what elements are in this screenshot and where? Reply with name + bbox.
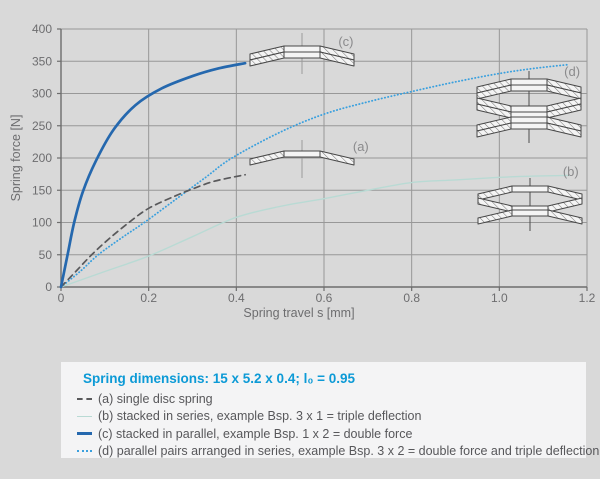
curve-annotation-2: (d) [564, 64, 580, 79]
y-tick-label: 300 [32, 87, 52, 101]
y-tick-label: 200 [32, 151, 52, 165]
legend-item-label: (c) stacked in parallel, example Bsp. 1 … [98, 426, 413, 441]
x-tick-label: 1.2 [579, 291, 596, 305]
legend-item-label: (a) single disc spring [98, 391, 213, 406]
legend-item-label: (d) parallel pairs arranged in series, e… [98, 444, 600, 459]
stack-a-single-disc [249, 140, 355, 178]
curves [59, 61, 571, 289]
legend-marker-c-icon [77, 432, 92, 436]
x-tick-label: 0.6 [316, 291, 333, 305]
legend-marker-b-icon [77, 415, 92, 417]
legend-item-d: (d) parallel pairs arranged in series, e… [77, 443, 599, 461]
legend-item-label: (b) stacked in series, example Bsp. 3 x … [98, 409, 422, 424]
x-tick-label: 0.4 [228, 291, 245, 305]
x-tick-label: 0.2 [140, 291, 157, 305]
y-tick-label: 250 [32, 119, 52, 133]
x-tick-label: 0 [58, 291, 65, 305]
y-tick-label: 400 [32, 22, 52, 36]
legend-items: (a) single disc spring (b) stacked in ser… [77, 390, 599, 461]
stack-c-parallel-pair [249, 33, 355, 74]
legend-item-a: (a) single disc spring [77, 390, 578, 408]
x-tick-label: 0.8 [403, 291, 420, 305]
curve-a [60, 173, 246, 288]
curve-annotation-1: (a) [353, 139, 369, 154]
curve-annotation-3: (b) [563, 164, 579, 179]
legend-item-b: (b) stacked in series, example Bsp. 3 x … [77, 408, 578, 426]
legend-item-c: (c) stacked in parallel, example Bsp. 1 … [77, 425, 578, 443]
y-tick-label: 100 [32, 216, 52, 230]
x-axis-title: Spring travel s [mm] [243, 306, 354, 320]
y-tick-label: 50 [39, 248, 53, 262]
curve-c [59, 61, 247, 289]
spring-force-chart: 0 50 100 150 200 250 300 350 400 0 0.2 0.4 0.6 0.8 1.0… [9, 22, 596, 320]
axes [57, 28, 588, 291]
legend-panel: Spring dimensions: 15 x 5.2 x 0.4; l₀ = … [61, 362, 599, 461]
curve-annotation-0: (c) [338, 34, 353, 49]
y-tick-label: 350 [32, 54, 52, 68]
y-tick-label: 0 [45, 280, 52, 294]
y-axis-title: Spring force [N] [9, 115, 23, 202]
curve-d [60, 63, 571, 288]
legend-marker-d-icon [77, 450, 92, 453]
y-tick-label: 150 [32, 183, 52, 197]
curve-b [60, 174, 571, 288]
stack-d-3x2 [476, 71, 582, 143]
legend-title: Spring dimensions: 15 x 5.2 x 0.4; l₀ = … [83, 371, 356, 386]
stack-b-3x1 [477, 178, 583, 231]
x-tick-label: 1.0 [491, 291, 508, 305]
legend-marker-a-icon [77, 397, 92, 400]
